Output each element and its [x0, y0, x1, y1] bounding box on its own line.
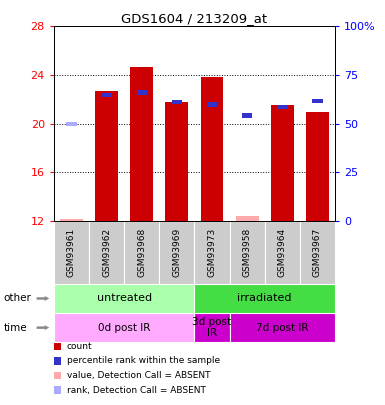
Bar — [236, 216, 259, 221]
Text: GSM93958: GSM93958 — [243, 228, 252, 277]
Text: other: other — [4, 294, 32, 303]
Text: untreated: untreated — [97, 294, 152, 303]
Text: 3d post
IR: 3d post IR — [192, 317, 231, 339]
Bar — [264, 221, 300, 284]
Bar — [242, 113, 252, 117]
Text: GSM93969: GSM93969 — [172, 228, 181, 277]
Text: GSM93973: GSM93973 — [208, 228, 216, 277]
Text: 0d post IR: 0d post IR — [98, 323, 151, 333]
Bar — [207, 102, 217, 107]
Text: irradiated: irradiated — [238, 294, 292, 303]
Bar — [271, 105, 294, 221]
Bar — [172, 100, 182, 104]
Bar — [306, 111, 329, 221]
Text: percentile rank within the sample: percentile rank within the sample — [67, 356, 220, 365]
Bar — [95, 91, 118, 221]
Title: GDS1604 / 213209_at: GDS1604 / 213209_at — [121, 12, 268, 25]
Bar — [166, 102, 188, 221]
Bar — [89, 221, 124, 284]
Text: GSM93968: GSM93968 — [137, 228, 146, 277]
Text: time: time — [4, 323, 27, 333]
Bar — [159, 221, 194, 284]
Text: GSM93961: GSM93961 — [67, 228, 76, 277]
Text: 7d post IR: 7d post IR — [256, 323, 308, 333]
Bar — [229, 313, 335, 342]
Bar — [229, 221, 265, 284]
Text: count: count — [67, 342, 92, 351]
Text: GSM93967: GSM93967 — [313, 228, 322, 277]
Bar — [312, 99, 323, 103]
Bar — [54, 284, 194, 313]
Bar — [66, 122, 77, 126]
Bar — [130, 66, 153, 221]
Bar — [102, 93, 112, 97]
Text: GSM93964: GSM93964 — [278, 228, 287, 277]
Bar — [201, 77, 223, 221]
Bar — [277, 105, 287, 109]
Bar — [137, 90, 147, 94]
Text: rank, Detection Call = ABSENT: rank, Detection Call = ABSENT — [67, 386, 206, 394]
Bar — [124, 221, 159, 284]
Text: value, Detection Call = ABSENT: value, Detection Call = ABSENT — [67, 371, 210, 380]
Bar — [60, 219, 83, 221]
Bar — [194, 284, 335, 313]
Bar — [54, 313, 194, 342]
Text: GSM93962: GSM93962 — [102, 228, 111, 277]
Bar — [54, 221, 89, 284]
Bar — [300, 221, 335, 284]
Bar — [194, 313, 229, 342]
Bar — [194, 221, 229, 284]
